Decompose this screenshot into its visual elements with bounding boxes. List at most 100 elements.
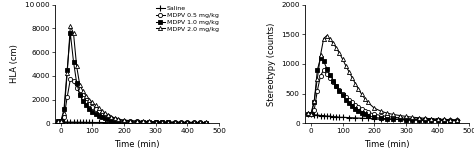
MDPV 0.5 mg/kg: [71, 80, 76, 82]
MDPV 1.0 mg/kg: [58, 120, 64, 122]
Line: MDPV 0.5 mg/kg: MDPV 0.5 mg/kg: [55, 77, 209, 125]
MDPV 1.0 mg/kg: [204, 122, 210, 124]
MDPV 0.5 mg/kg: [74, 87, 80, 89]
MDPV 0.5 mg/kg: [77, 93, 82, 95]
MDPV 2.0 mg/kg: [80, 90, 86, 92]
Saline: [86, 121, 92, 123]
MDPV 0.5 mg/kg: [96, 110, 101, 112]
MDPV 1.0 mg/kg: [102, 117, 108, 119]
MDPV 2.0 mg/kg: [153, 121, 159, 123]
MDPV 2.0 mg/kg: [96, 108, 101, 109]
MDPV 2.0 mg/kg: [86, 99, 92, 100]
Saline: [146, 122, 152, 124]
Saline: [67, 121, 73, 123]
Saline: [134, 122, 140, 124]
MDPV 2.0 mg/kg: [93, 104, 99, 106]
Saline: [204, 122, 210, 124]
MDPV 0.5 mg/kg: [61, 116, 67, 118]
MDPV 0.5 mg/kg: [93, 108, 99, 110]
MDPV 0.5 mg/kg: [153, 121, 159, 123]
MDPV 0.5 mg/kg: [197, 122, 203, 124]
MDPV 2.0 mg/kg: [191, 121, 197, 123]
MDPV 1.0 mg/kg: [197, 122, 203, 124]
MDPV 1.0 mg/kg: [178, 122, 184, 124]
MDPV 1.0 mg/kg: [172, 122, 178, 124]
X-axis label: Time (min): Time (min): [114, 140, 160, 149]
Y-axis label: Stereotypy (counts): Stereotypy (counts): [267, 22, 276, 106]
Saline: [109, 122, 114, 124]
MDPV 0.5 mg/kg: [178, 121, 184, 123]
MDPV 2.0 mg/kg: [58, 120, 64, 122]
MDPV 0.5 mg/kg: [115, 119, 121, 121]
MDPV 0.5 mg/kg: [146, 121, 152, 123]
MDPV 0.5 mg/kg: [106, 115, 111, 117]
Legend: Saline, MDPV 0.5 mg/kg, MDPV 1.0 mg/kg, MDPV 2.0 mg/kg: Saline, MDPV 0.5 mg/kg, MDPV 1.0 mg/kg, …: [155, 5, 219, 32]
MDPV 2.0 mg/kg: [204, 122, 210, 124]
MDPV 2.0 mg/kg: [67, 25, 73, 27]
MDPV 1.0 mg/kg: [106, 118, 111, 120]
MDPV 0.5 mg/kg: [134, 120, 140, 122]
MDPV 2.0 mg/kg: [121, 119, 127, 121]
MDPV 1.0 mg/kg: [77, 94, 82, 96]
MDPV 2.0 mg/kg: [128, 120, 133, 122]
MDPV 1.0 mg/kg: [134, 121, 140, 123]
MDPV 2.0 mg/kg: [140, 120, 146, 122]
Saline: [128, 122, 133, 124]
Saline: [55, 121, 61, 123]
MDPV 1.0 mg/kg: [121, 121, 127, 123]
MDPV 1.0 mg/kg: [128, 121, 133, 123]
Saline: [64, 121, 70, 123]
MDPV 2.0 mg/kg: [83, 95, 89, 97]
MDPV 2.0 mg/kg: [99, 110, 105, 112]
Line: Saline: Saline: [55, 119, 209, 125]
MDPV 1.0 mg/kg: [83, 104, 89, 106]
MDPV 1.0 mg/kg: [99, 116, 105, 118]
MDPV 1.0 mg/kg: [109, 119, 114, 121]
Saline: [80, 121, 86, 123]
Saline: [153, 122, 159, 124]
Saline: [115, 122, 121, 124]
MDPV 2.0 mg/kg: [134, 120, 140, 122]
MDPV 2.0 mg/kg: [178, 121, 184, 123]
MDPV 0.5 mg/kg: [172, 121, 178, 123]
MDPV 1.0 mg/kg: [165, 122, 171, 124]
MDPV 0.5 mg/kg: [128, 120, 133, 122]
MDPV 0.5 mg/kg: [67, 78, 73, 80]
MDPV 1.0 mg/kg: [112, 120, 118, 122]
Saline: [90, 122, 95, 124]
MDPV 0.5 mg/kg: [64, 96, 70, 98]
MDPV 1.0 mg/kg: [140, 121, 146, 123]
MDPV 1.0 mg/kg: [93, 113, 99, 115]
MDPV 0.5 mg/kg: [99, 112, 105, 114]
MDPV 2.0 mg/kg: [184, 121, 190, 123]
MDPV 1.0 mg/kg: [55, 120, 61, 122]
MDPV 1.0 mg/kg: [86, 108, 92, 110]
MDPV 0.5 mg/kg: [58, 120, 64, 122]
Saline: [74, 121, 80, 123]
Line: MDPV 1.0 mg/kg: MDPV 1.0 mg/kg: [55, 31, 209, 125]
MDPV 2.0 mg/kg: [112, 117, 118, 119]
MDPV 2.0 mg/kg: [197, 121, 203, 123]
MDPV 0.5 mg/kg: [80, 97, 86, 99]
MDPV 2.0 mg/kg: [165, 121, 171, 123]
MDPV 0.5 mg/kg: [159, 121, 165, 123]
MDPV 0.5 mg/kg: [165, 121, 171, 123]
Saline: [191, 122, 197, 124]
Saline: [83, 121, 89, 123]
MDPV 1.0 mg/kg: [71, 61, 76, 63]
MDPV 1.0 mg/kg: [153, 121, 159, 123]
Saline: [121, 122, 127, 124]
Saline: [58, 121, 64, 123]
MDPV 0.5 mg/kg: [121, 120, 127, 122]
MDPV 1.0 mg/kg: [146, 121, 152, 123]
MDPV 1.0 mg/kg: [61, 108, 67, 110]
MDPV 2.0 mg/kg: [74, 65, 80, 67]
Saline: [159, 122, 165, 124]
MDPV 0.5 mg/kg: [112, 118, 118, 120]
MDPV 1.0 mg/kg: [67, 32, 73, 34]
MDPV 2.0 mg/kg: [172, 121, 178, 123]
Saline: [184, 122, 190, 124]
MDPV 2.0 mg/kg: [77, 84, 82, 86]
Saline: [102, 122, 108, 124]
MDPV 2.0 mg/kg: [55, 120, 61, 122]
